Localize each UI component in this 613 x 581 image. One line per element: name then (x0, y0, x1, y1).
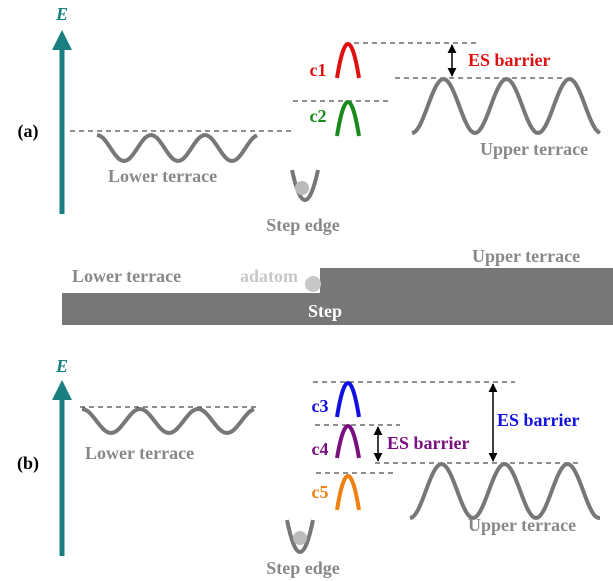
terrace-label: Lower terrace (108, 166, 217, 186)
terrace-label: Lower terrace (72, 266, 181, 286)
config-label: c5 (312, 482, 329, 502)
diagram: E (a) Lower terrace Step edge c2 c1 ES b… (0, 0, 613, 581)
axis-label: E (55, 4, 68, 24)
adatom (305, 276, 321, 292)
config-label: c4 (312, 439, 329, 459)
wave (410, 464, 600, 518)
peak (337, 476, 359, 510)
peak (337, 383, 359, 417)
adatom (293, 531, 307, 545)
step-edge-label: Step edge (266, 558, 340, 578)
step-edge-label: Step edge (266, 215, 340, 235)
adatom-label: adatom (240, 266, 298, 286)
barrier-label: ES barrier (387, 433, 470, 453)
wave (412, 79, 600, 133)
terrace-label: Upper terrace (468, 515, 576, 535)
config-label: c1 (310, 60, 327, 80)
panel-label: (b) (17, 453, 39, 474)
terrace-label: Upper terrace (480, 139, 588, 159)
peak (337, 426, 359, 458)
barrier-label: ES barrier (497, 410, 580, 430)
step-label: Step (308, 301, 342, 321)
barrier-label: ES barrier (468, 50, 551, 70)
peak (337, 102, 359, 136)
terrace-label: Lower terrace (85, 443, 194, 463)
wave (82, 409, 254, 433)
wave (97, 135, 257, 161)
peak (337, 44, 359, 78)
adatom (295, 181, 309, 195)
config-label: c2 (310, 106, 327, 126)
config-label: c3 (312, 396, 329, 416)
axis-label: E (55, 356, 68, 376)
terrace-label: Upper terrace (472, 246, 580, 266)
panel-label: (a) (18, 121, 39, 142)
